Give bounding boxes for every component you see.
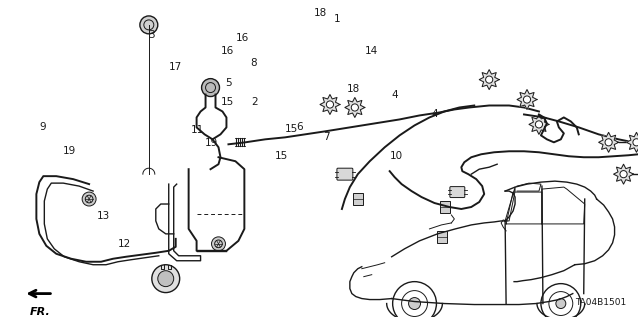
Text: 12: 12 [118,240,131,249]
Polygon shape [479,70,499,90]
Circle shape [158,271,173,286]
Text: 16: 16 [236,33,249,43]
Text: 10: 10 [390,151,403,160]
Bar [440,201,451,213]
Circle shape [140,16,158,34]
Text: FR.: FR. [29,307,50,316]
Text: 1: 1 [334,14,340,24]
Text: 4: 4 [392,90,399,100]
Text: 2: 2 [251,97,258,107]
Text: 9: 9 [40,122,46,132]
Circle shape [152,265,180,293]
Text: 13: 13 [97,211,110,221]
FancyBboxPatch shape [337,168,353,180]
Bar [437,231,447,243]
Text: 19: 19 [63,146,76,156]
Text: 15: 15 [285,123,298,134]
Polygon shape [627,132,640,152]
Text: 18: 18 [346,84,360,94]
Circle shape [620,171,627,178]
Text: 15: 15 [275,151,289,160]
Text: 11: 11 [191,125,204,135]
Text: 5: 5 [225,78,232,87]
Circle shape [633,139,640,146]
Text: 3: 3 [148,30,154,40]
Polygon shape [345,98,365,117]
Polygon shape [517,90,537,109]
Text: 19: 19 [205,138,218,148]
Text: TA04B1501: TA04B1501 [575,298,627,307]
Circle shape [524,96,531,103]
FancyBboxPatch shape [450,187,465,197]
Text: 17: 17 [169,62,182,72]
Text: 14: 14 [364,46,378,56]
Text: 7: 7 [323,131,330,142]
Text: 6: 6 [296,122,303,132]
Text: 15: 15 [221,97,234,107]
Polygon shape [320,94,340,115]
Circle shape [326,101,333,108]
Text: 8: 8 [250,58,257,69]
Circle shape [212,237,225,251]
Polygon shape [614,164,634,184]
Circle shape [82,192,96,206]
Circle shape [556,299,566,308]
Text: 4: 4 [431,109,438,119]
Bar [353,193,363,205]
Text: 18: 18 [314,8,326,18]
Text: 16: 16 [221,46,234,56]
Circle shape [605,139,612,146]
Circle shape [408,298,420,309]
Polygon shape [598,132,619,152]
Circle shape [202,78,220,97]
Polygon shape [529,115,549,134]
Circle shape [486,76,493,83]
Circle shape [536,121,543,128]
Circle shape [351,104,358,111]
